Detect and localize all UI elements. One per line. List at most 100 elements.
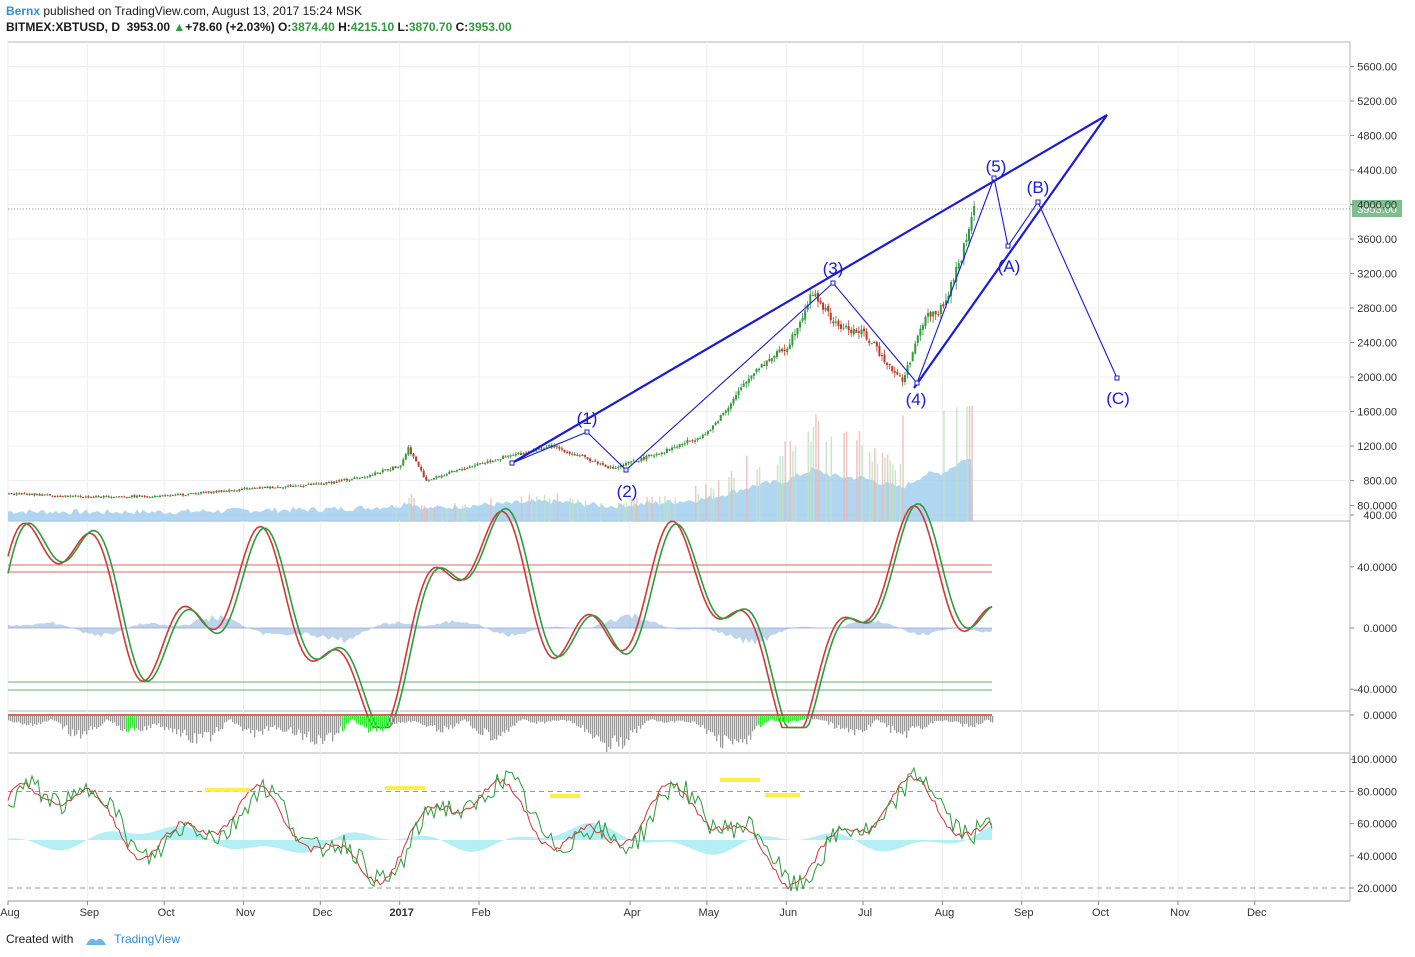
hist-bar: [556, 716, 558, 721]
volume-bar: [894, 470, 897, 521]
hist-bar: [666, 716, 668, 723]
candle-body: [220, 490, 223, 492]
candle-body: [573, 454, 576, 456]
candle-body: [683, 443, 686, 445]
hist-bar: [886, 716, 888, 728]
volume-bar: [792, 451, 794, 521]
candle-body: [594, 460, 597, 462]
candle-body: [824, 307, 827, 311]
hist-bar: [530, 716, 532, 723]
candle-body: [210, 491, 213, 493]
wave-pivot-point: [914, 380, 920, 386]
hist-bar: [646, 716, 648, 721]
hist-bar: [310, 716, 312, 743]
candle-body: [814, 293, 817, 297]
candle-body: [584, 455, 586, 457]
hist-bar: [236, 716, 238, 724]
hist-bar: [240, 716, 242, 727]
hist-bar: [288, 716, 290, 730]
candle-body: [23, 493, 26, 495]
hist-bar: [834, 716, 836, 729]
candle-body: [130, 495, 133, 498]
hist-bar: [446, 716, 448, 728]
candle-body: [617, 466, 620, 469]
candle-body: [919, 328, 922, 336]
candle-body: [174, 494, 177, 496]
candle-body: [138, 495, 141, 497]
hist-bar: [232, 716, 234, 722]
hist-bar: [382, 716, 384, 732]
candle-body: [412, 453, 415, 457]
hist-bar: [458, 716, 460, 725]
candle-body: [929, 311, 932, 317]
volume-area: [8, 406, 974, 521]
hist-bar: [782, 716, 784, 722]
hist-bar: [548, 716, 550, 722]
hist-bar: [748, 716, 750, 736]
hist-bar: [532, 716, 534, 723]
candle-body: [31, 493, 34, 496]
candle-body: [927, 312, 930, 317]
candle-body: [548, 444, 551, 447]
candle-body: [770, 358, 773, 362]
hist-bar: [276, 716, 278, 730]
hist-bar: [102, 716, 104, 724]
candle-body: [888, 363, 891, 366]
hist-bar: [160, 716, 162, 728]
hist-bar: [526, 716, 528, 720]
hist-bar: [642, 716, 644, 726]
candle-body: [555, 446, 558, 448]
hist-bar: [184, 716, 186, 730]
hist-bar: [832, 716, 834, 724]
tradingview-link[interactable]: TradingView: [114, 932, 181, 946]
publish-info: published on TradingView.com, August 13,…: [43, 4, 363, 18]
hist-bar: [552, 716, 554, 721]
price-tick-label: 4800.00: [1357, 131, 1397, 143]
candle-body: [381, 469, 384, 473]
hist-bar: [790, 716, 792, 722]
candle-body: [612, 466, 615, 469]
candle-body: [386, 469, 389, 471]
volume-bar: [648, 500, 651, 521]
hist-bar: [818, 716, 820, 720]
hist-bar: [278, 716, 280, 728]
volume-bar: [705, 484, 707, 521]
author-link[interactable]: Bernx: [6, 4, 41, 18]
hist-bar: [452, 716, 454, 729]
volume-bar: [674, 497, 676, 521]
hist-bar: [454, 716, 456, 727]
candle-body: [468, 466, 471, 469]
volume-bar: [874, 448, 876, 521]
hist-bar: [262, 716, 264, 735]
candle-body: [722, 412, 725, 416]
hist-bar: [706, 716, 708, 735]
volume-bar: [784, 441, 786, 521]
hist-bar: [870, 716, 872, 727]
hist-bar: [902, 716, 904, 735]
candle-body: [110, 497, 113, 499]
hist-bar: [898, 716, 900, 733]
hist-bar: [496, 716, 498, 740]
volume-bar: [577, 499, 579, 521]
volume-bar: [892, 464, 894, 521]
hist-bar: [546, 716, 548, 722]
hist-bar: [792, 716, 794, 721]
hist-bar: [702, 716, 704, 726]
hist-bar: [858, 716, 860, 731]
hist-bar: [86, 716, 88, 735]
candle-body: [717, 421, 720, 424]
time-tick-label: Aug: [0, 907, 20, 919]
candle-body: [760, 363, 763, 368]
candle-body: [699, 438, 702, 440]
volume-bar: [633, 500, 635, 521]
hist-bar: [58, 716, 60, 723]
symbol-label: BITMEX:XBTUSD, D: [6, 20, 120, 34]
osc-tick-label: 100.0000: [1351, 754, 1397, 766]
hist-bar: [84, 716, 86, 732]
hist-bar: [308, 716, 310, 732]
volume-bar: [666, 499, 669, 521]
hist-bar: [830, 716, 832, 723]
candle-body: [671, 447, 674, 450]
candle-body: [768, 359, 771, 361]
